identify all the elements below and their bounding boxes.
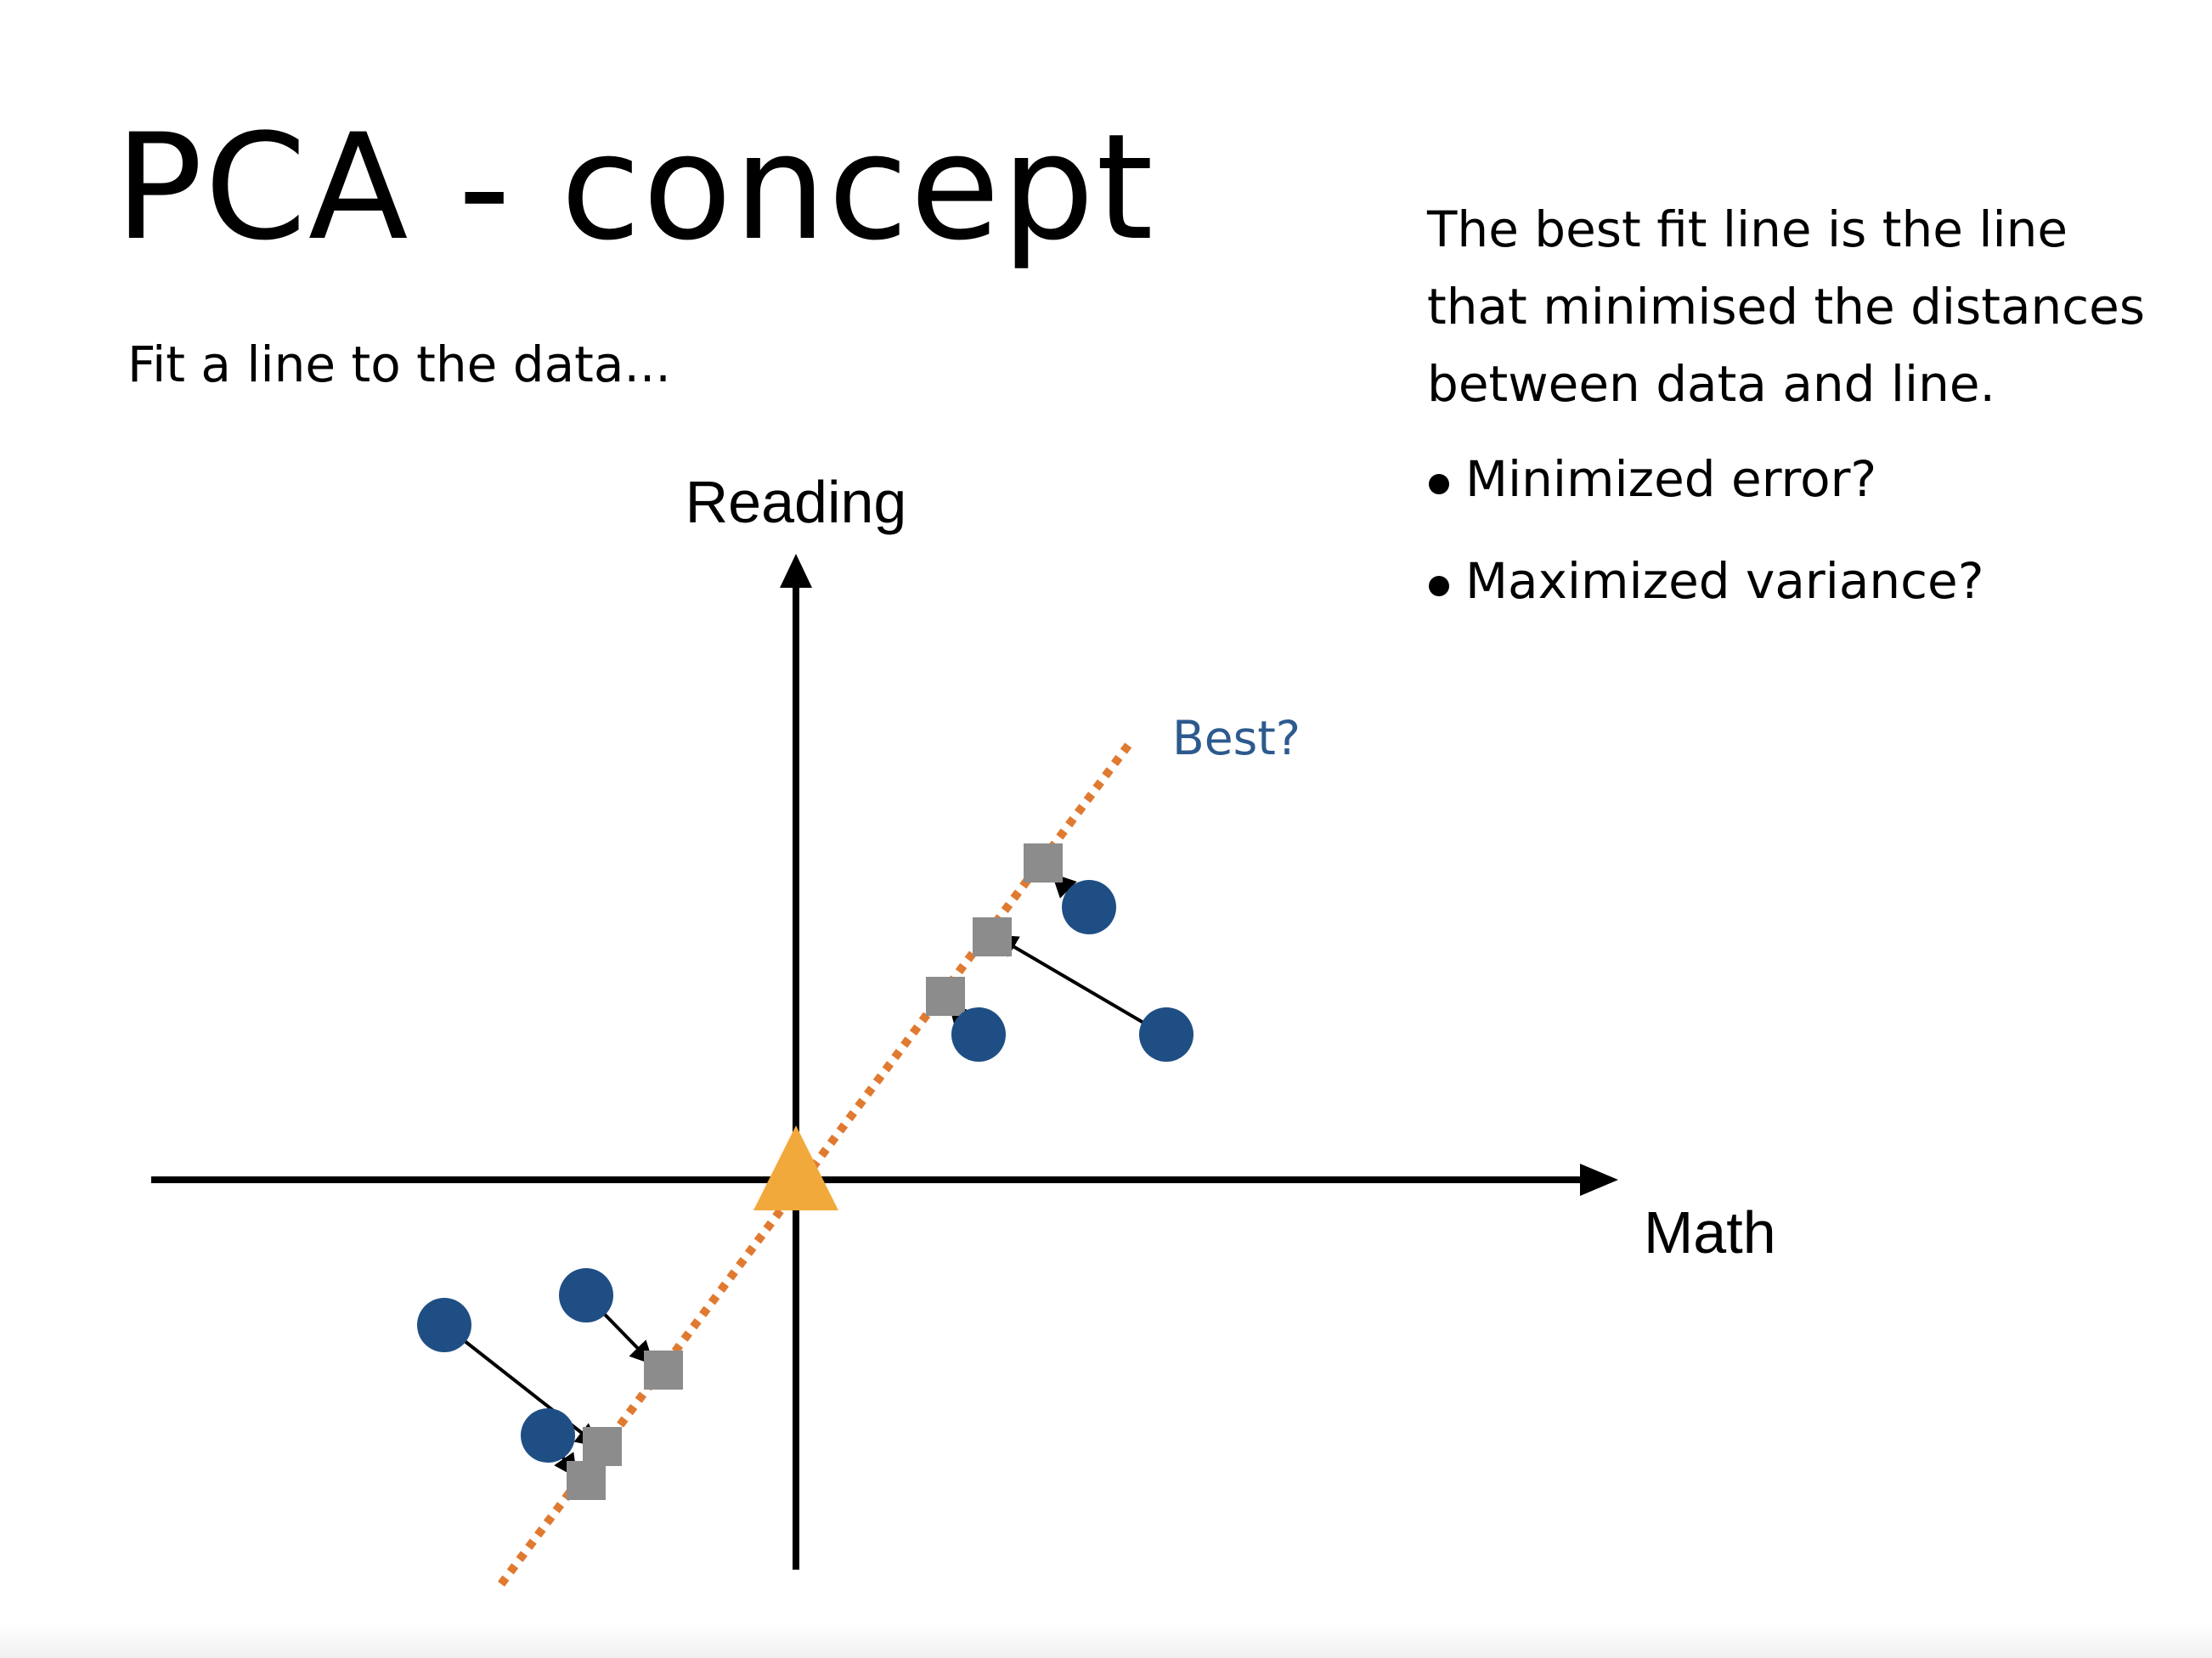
projected-point <box>973 917 1012 956</box>
slide-subtitle: Fit a line to the data... <box>127 336 671 393</box>
projected-point <box>926 977 965 1016</box>
description-line: that minimised the distances <box>1427 278 2146 336</box>
data-point <box>521 1408 575 1463</box>
description-line: The best fit line is the line <box>1427 200 2068 258</box>
bullet-list: Minimized error? Maximized variance? <box>1427 450 2175 653</box>
projected-points <box>567 843 1063 1500</box>
projected-point <box>583 1427 622 1466</box>
projected-point <box>1024 843 1063 883</box>
bullet-minimized-error: Minimized error? <box>1427 450 2175 510</box>
description-text: The best fit line is the line that minim… <box>1427 191 2175 423</box>
best-fit-label: Best? <box>1172 711 1301 765</box>
bullet-maximized-variance: Maximized variance? <box>1427 552 2175 612</box>
data-point <box>559 1268 613 1322</box>
data-point <box>417 1298 471 1352</box>
data-point <box>951 1007 1006 1062</box>
projection-arrow <box>443 1323 601 1447</box>
projection-arrow <box>993 934 1165 1036</box>
projected-point <box>567 1461 606 1500</box>
x-axis-label: Math <box>1644 1199 1776 1266</box>
y-axis-label: Reading <box>686 469 907 535</box>
y-axis-arrowhead <box>780 554 812 588</box>
origin-triangle-marker <box>753 1125 838 1210</box>
projected-point <box>644 1351 683 1390</box>
data-points <box>417 880 1193 1463</box>
data-point <box>1062 880 1116 934</box>
description-line: between data and line. <box>1427 355 1995 413</box>
data-point <box>1139 1007 1193 1062</box>
x-axis-arrowhead <box>1580 1164 1618 1196</box>
slide-title: PCA - concept <box>115 102 1155 273</box>
bottom-edge-shadow <box>0 1624 2212 1658</box>
